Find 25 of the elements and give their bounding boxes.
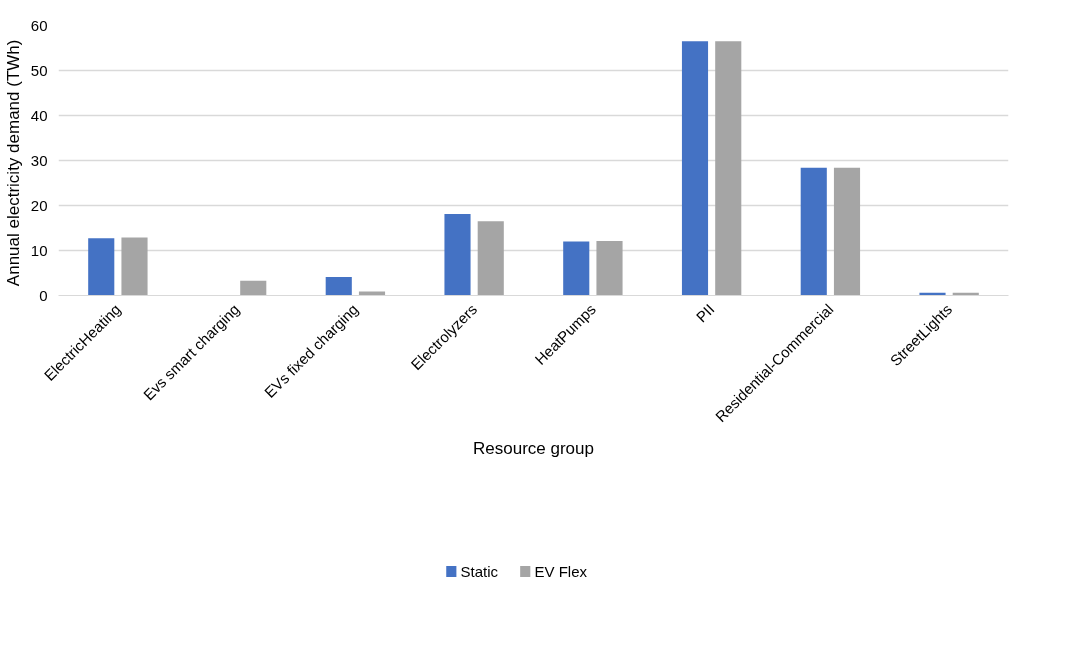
x-axis-title: Resource group: [473, 439, 594, 459]
y-tick-label: 0: [39, 286, 48, 304]
bar: [240, 280, 267, 296]
bar: [444, 214, 471, 296]
y-tick-label: 20: [30, 196, 48, 214]
x-tick-label: PII: [692, 300, 718, 326]
bar: [358, 291, 386, 296]
bar: [325, 277, 352, 296]
bar: [477, 221, 504, 296]
y-tick-label: 60: [30, 16, 48, 34]
bar: [121, 237, 148, 296]
y-axis-title: Annual electricity demand (TWh): [3, 39, 23, 287]
bar: [800, 167, 827, 296]
bar: [563, 241, 590, 296]
y-tick-label: 30: [30, 151, 48, 169]
y-tick-label: 40: [30, 106, 48, 124]
y-tick-label: 10: [30, 241, 48, 259]
y-tick-label: 50: [30, 61, 48, 79]
bar: [88, 238, 115, 296]
bar: [681, 41, 709, 296]
bar: [596, 241, 623, 296]
legend-label: EV Flex: [534, 563, 588, 580]
bar: [833, 167, 861, 296]
bar: [715, 41, 742, 296]
legend-label: Static: [460, 563, 499, 580]
